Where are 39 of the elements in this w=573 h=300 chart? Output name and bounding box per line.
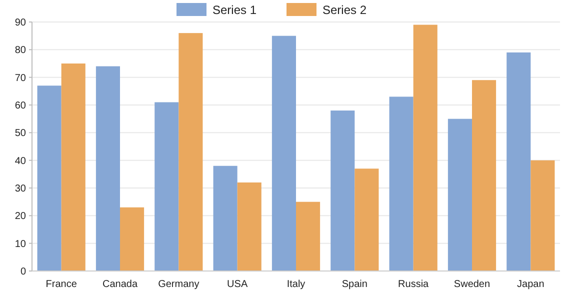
x-tick-label: Japan: [517, 279, 544, 290]
bar: [213, 166, 238, 271]
x-tick-label: USA: [227, 279, 248, 290]
bar: [530, 160, 555, 271]
legend-label: Series 2: [322, 3, 367, 18]
bar: [389, 96, 414, 271]
y-tick-label: 0: [20, 266, 26, 278]
bar: [413, 24, 438, 271]
bar: [120, 207, 144, 271]
y-tick-label: 20: [14, 211, 26, 222]
bar: [448, 118, 472, 271]
bar: [296, 202, 320, 271]
bar: [354, 168, 379, 271]
y-tick-label: 60: [14, 100, 26, 112]
x-tick-label: Russia: [398, 279, 430, 290]
y-tick-label: 50: [14, 128, 26, 140]
bar: [178, 33, 203, 271]
bar: [272, 36, 296, 271]
bar: [154, 102, 179, 271]
bar: [506, 52, 531, 271]
y-tick-label: 70: [14, 72, 26, 84]
bar: [472, 80, 496, 271]
y-tick-label: 90: [14, 18, 26, 28]
bar: [61, 64, 86, 271]
x-tick-label: Germany: [158, 279, 200, 290]
bar: [330, 110, 355, 271]
legend-label: Series 1: [212, 3, 257, 18]
x-tick-label: Spain: [342, 279, 368, 290]
x-tick-label: Canada: [102, 279, 138, 290]
bar: [37, 86, 62, 271]
y-tick-label: 80: [14, 45, 26, 56]
y-tick-label: 10: [14, 238, 26, 250]
bar: [96, 66, 120, 271]
x-tick-label: France: [46, 279, 78, 290]
x-tick-label: Italy: [286, 279, 306, 290]
x-tick-label: Sweden: [454, 279, 490, 290]
y-tick-label: 30: [14, 184, 26, 194]
bar: [237, 182, 262, 271]
y-tick-label: 40: [14, 156, 26, 167]
